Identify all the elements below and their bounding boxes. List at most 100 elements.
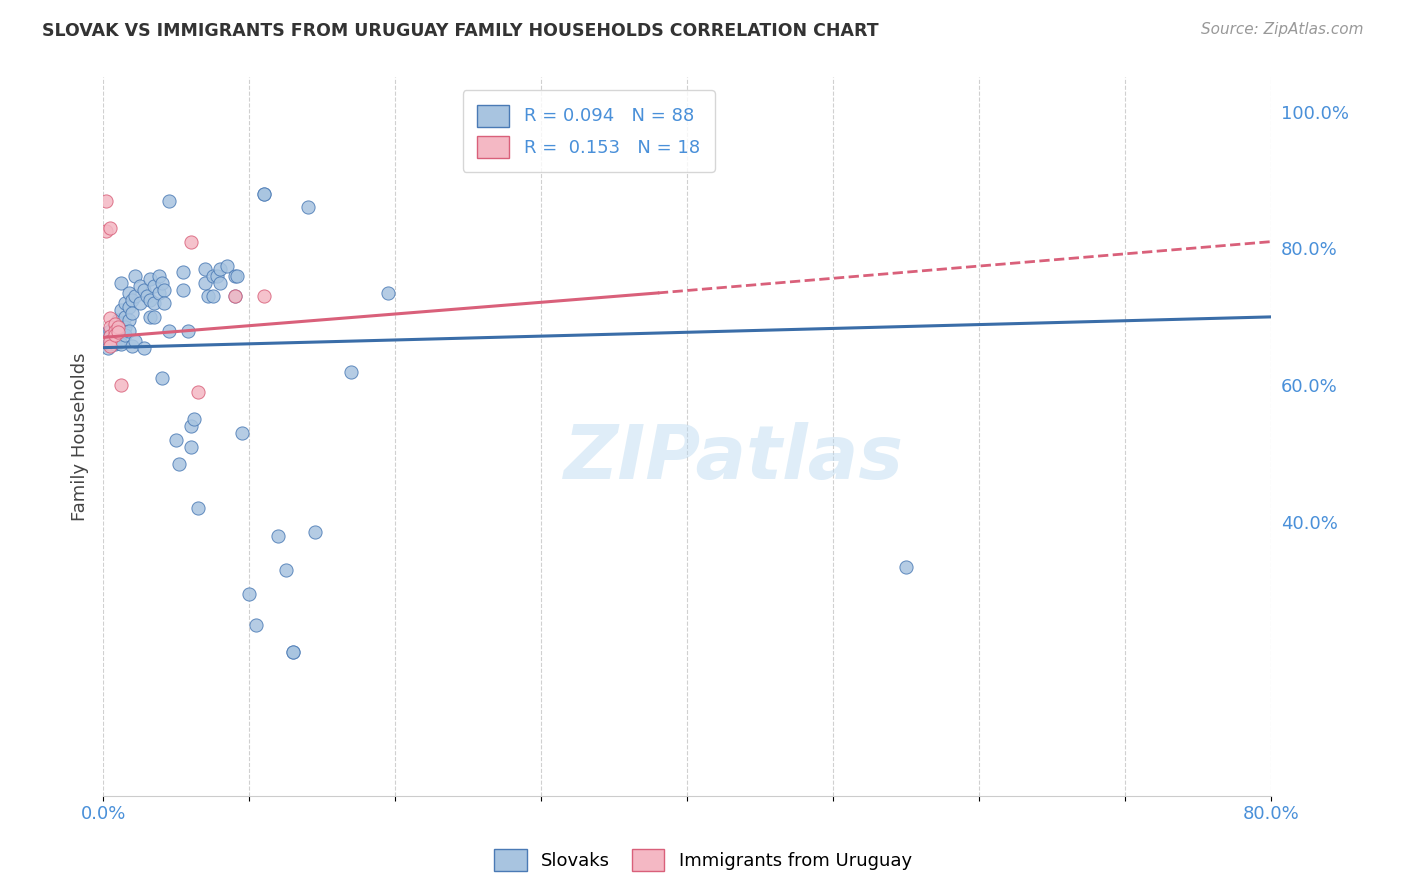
Point	[128, 296, 150, 310]
Point	[180, 419, 202, 434]
Point	[128, 279, 150, 293]
Point	[100, 329, 122, 343]
Point	[201, 268, 224, 283]
Point	[224, 289, 246, 303]
Point	[136, 289, 159, 303]
Point	[104, 324, 127, 338]
Point	[297, 201, 319, 215]
Point	[104, 326, 127, 341]
Point	[94, 224, 117, 238]
Point	[96, 341, 118, 355]
Point	[118, 300, 141, 314]
Point	[139, 293, 162, 307]
Point	[132, 283, 155, 297]
Point	[100, 329, 122, 343]
Point	[100, 337, 122, 351]
Point	[165, 433, 187, 447]
Point	[197, 289, 219, 303]
Point	[110, 378, 132, 392]
Point	[114, 328, 136, 343]
Point	[110, 276, 132, 290]
Point	[107, 324, 129, 338]
Point	[100, 334, 122, 348]
Point	[167, 457, 190, 471]
Point	[110, 337, 132, 351]
Point	[114, 296, 136, 310]
Point	[148, 268, 170, 283]
Point	[253, 289, 276, 303]
Point	[110, 303, 132, 318]
Y-axis label: Family Households: Family Households	[72, 352, 89, 521]
Point	[107, 320, 129, 334]
Point	[208, 276, 231, 290]
Point	[226, 268, 249, 283]
Point	[253, 186, 276, 201]
Point	[183, 412, 205, 426]
Point	[180, 440, 202, 454]
Point	[107, 325, 129, 339]
Point	[100, 338, 122, 352]
Point	[107, 313, 129, 327]
Point	[205, 268, 228, 283]
Point	[894, 559, 917, 574]
Point	[157, 194, 180, 208]
Point	[267, 529, 290, 543]
Point	[118, 285, 141, 300]
Point	[281, 645, 304, 659]
Point	[153, 283, 176, 297]
Point	[114, 310, 136, 324]
Point	[100, 334, 122, 348]
Point	[104, 317, 127, 331]
Point	[153, 296, 176, 310]
Point	[104, 337, 127, 351]
Point	[96, 325, 118, 339]
Point	[143, 296, 166, 310]
Text: Source: ZipAtlas.com: Source: ZipAtlas.com	[1201, 22, 1364, 37]
Point	[238, 587, 260, 601]
Point	[180, 235, 202, 249]
Point	[194, 262, 217, 277]
Point	[157, 324, 180, 338]
Legend: Slovaks, Immigrants from Uruguay: Slovaks, Immigrants from Uruguay	[486, 842, 920, 879]
Point	[104, 328, 127, 343]
Point	[100, 221, 122, 235]
Point	[143, 310, 166, 324]
Point	[194, 276, 217, 290]
Point	[377, 285, 399, 300]
Point	[148, 285, 170, 300]
Point	[107, 335, 129, 350]
Point	[253, 186, 276, 201]
Point	[107, 329, 129, 343]
Legend: R = 0.094   N = 88, R =  0.153   N = 18: R = 0.094 N = 88, R = 0.153 N = 18	[463, 90, 714, 172]
Point	[104, 330, 127, 344]
Point	[187, 501, 209, 516]
Point	[150, 276, 173, 290]
Point	[172, 265, 194, 279]
Point	[114, 320, 136, 334]
Point	[121, 306, 143, 320]
Point	[121, 338, 143, 352]
Point	[150, 371, 173, 385]
Point	[208, 262, 231, 277]
Text: ZIPatlas: ZIPatlas	[564, 422, 904, 495]
Point	[139, 310, 162, 324]
Point	[124, 268, 146, 283]
Point	[187, 385, 209, 400]
Point	[132, 341, 155, 355]
Point	[100, 320, 122, 334]
Point	[124, 334, 146, 348]
Point	[217, 259, 239, 273]
Point	[201, 289, 224, 303]
Point	[94, 194, 117, 208]
Point	[124, 289, 146, 303]
Point	[231, 426, 253, 441]
Point	[172, 283, 194, 297]
Point	[100, 324, 122, 338]
Point	[245, 617, 267, 632]
Point	[118, 313, 141, 327]
Text: SLOVAK VS IMMIGRANTS FROM URUGUAY FAMILY HOUSEHOLDS CORRELATION CHART: SLOVAK VS IMMIGRANTS FROM URUGUAY FAMILY…	[42, 22, 879, 40]
Point	[121, 293, 143, 307]
Point	[118, 324, 141, 338]
Point	[224, 289, 246, 303]
Point	[304, 525, 326, 540]
